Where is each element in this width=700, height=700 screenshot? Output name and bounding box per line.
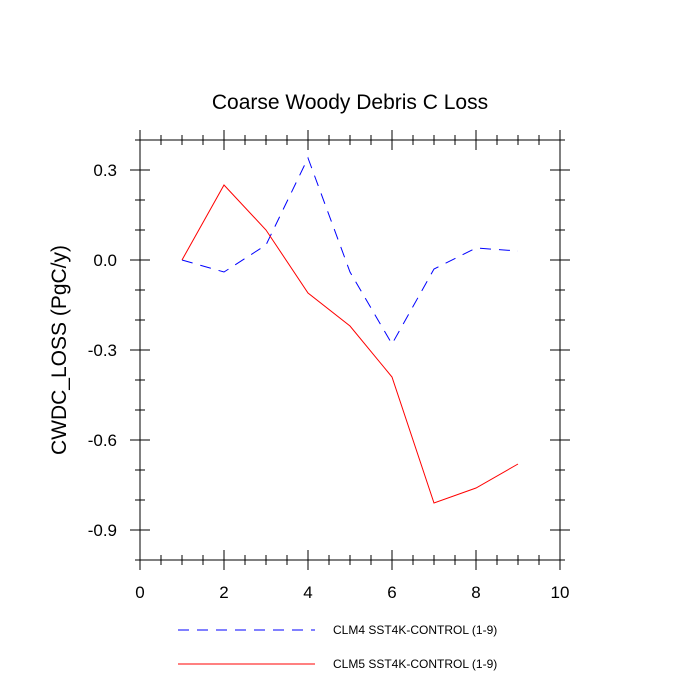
y-axis-label: CWDC_LOSS (PgC/y): [48, 245, 71, 455]
x-tick-labels: 0 2 4 6 8 10: [135, 583, 569, 602]
legend-label-1: CLM4 SST4K-CONTROL (1-9): [333, 623, 497, 637]
axis-ticks: [130, 130, 570, 570]
y-tick-label: 0.3: [93, 161, 117, 180]
chart-title: Coarse Woody Debris C Loss: [212, 91, 488, 114]
y-tick-label: 0.0: [93, 251, 117, 270]
x-tick-label: 10: [551, 583, 570, 602]
x-tick-label: 4: [303, 583, 312, 602]
legend: CLM4 SST4K-CONTROL (1-9) CLM5 SST4K-CONTR…: [178, 623, 497, 671]
plot-frame: [139, 139, 561, 561]
x-tick-label: 6: [387, 583, 396, 602]
y-tick-labels: 0.3 0.0 -0.3 -0.6 -0.9: [88, 161, 117, 540]
x-tick-label: 8: [471, 583, 480, 602]
x-tick-label: 0: [135, 583, 144, 602]
series-line-2: [181, 184, 519, 504]
x-tick-label: 2: [219, 583, 228, 602]
legend-label-2: CLM5 SST4K-CONTROL (1-9): [333, 657, 497, 671]
series-line-1: [181, 156, 519, 346]
y-tick-label: -0.9: [88, 521, 117, 540]
series-group: [181, 156, 519, 504]
y-tick-label: -0.6: [88, 431, 117, 450]
y-tick-label: -0.3: [88, 341, 117, 360]
